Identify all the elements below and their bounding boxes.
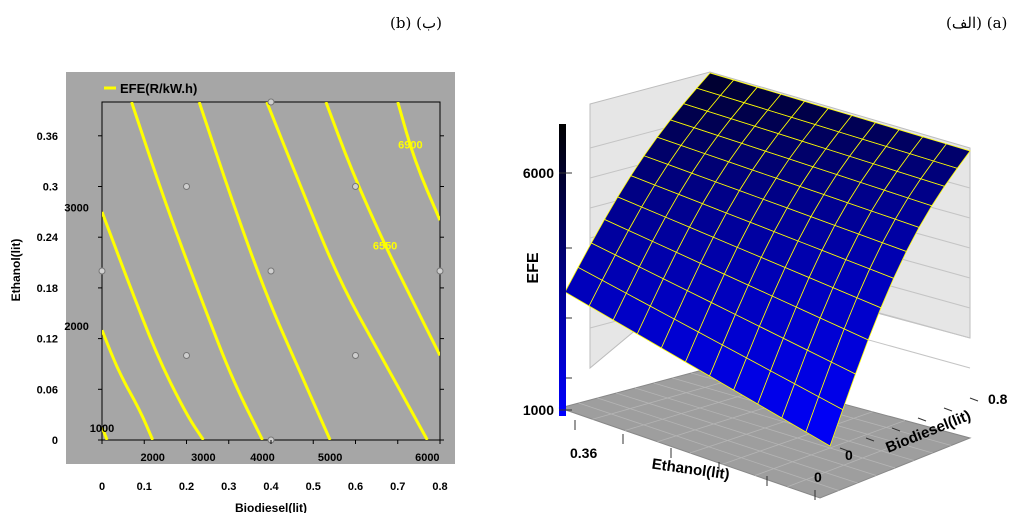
contour-line-1000 bbox=[102, 426, 109, 440]
caption-right: (الف) (a) bbox=[946, 14, 1008, 32]
y-tick-label: 0 bbox=[52, 435, 58, 447]
x-tick-label: 0.2 bbox=[179, 481, 194, 493]
floor-tick bbox=[891, 427, 901, 432]
contour-chart: EFE(R/kW.h) 0 0.1 0.2 0.3 0.4 0.5 0.6 0.7 0.8 0 0… bbox=[9, 72, 455, 513]
x-tick-label: 0.4 bbox=[263, 481, 279, 493]
x-tick-1: 0 bbox=[814, 469, 822, 485]
legend: EFE(R/kW.h) bbox=[104, 81, 197, 96]
design-point bbox=[183, 352, 190, 359]
design-point bbox=[352, 183, 359, 190]
contour-line-5000 bbox=[197, 102, 332, 440]
contour-line-6900 bbox=[396, 102, 440, 221]
design-point bbox=[267, 267, 275, 275]
y-tick-label: 0.18 bbox=[37, 283, 58, 295]
floor-gridline bbox=[754, 420, 906, 476]
x-tick-label: 0.6 bbox=[348, 481, 363, 493]
y-tick-label: 0.36 bbox=[37, 131, 58, 143]
contour-label: 4000 bbox=[250, 452, 274, 464]
z-axis-label: EFE bbox=[525, 252, 542, 283]
contour-line-3000 bbox=[102, 211, 205, 440]
floor-tick bbox=[917, 417, 927, 422]
contour-label: 2000 bbox=[64, 321, 88, 333]
design-point bbox=[352, 352, 359, 359]
y-tick-1: 0.8 bbox=[988, 391, 1008, 407]
x-tick-0: 0.36 bbox=[570, 445, 597, 461]
floor-gridline bbox=[787, 428, 938, 488]
contour-label: 3000 bbox=[64, 203, 88, 215]
plot-panel bbox=[66, 72, 455, 464]
x-tick-label: 0 bbox=[99, 481, 105, 493]
surface-patch bbox=[932, 143, 971, 169]
floor bbox=[558, 367, 972, 499]
x-tick-label: 0.7 bbox=[390, 481, 405, 493]
design-point bbox=[267, 98, 275, 106]
floor-gridline bbox=[722, 411, 873, 465]
design-point bbox=[98, 267, 106, 275]
y-tick-0: 0 bbox=[845, 447, 853, 463]
y-axis-label: Ethanol(lit) bbox=[9, 239, 23, 302]
floor-tick bbox=[839, 447, 849, 452]
floor-tick bbox=[943, 407, 953, 412]
legend-label: EFE(R/kW.h) bbox=[120, 81, 197, 96]
contour-label: 6000 bbox=[415, 452, 439, 464]
x-tick-label: 0.8 bbox=[432, 481, 447, 493]
floor-tick bbox=[969, 397, 979, 402]
contour-line-6000 bbox=[265, 102, 429, 440]
y-tick-label: 0.3 bbox=[43, 182, 58, 194]
x-axis-label: Biodiesel(lit) bbox=[235, 501, 307, 513]
x-tick-label: 0.3 bbox=[221, 481, 236, 493]
design-point bbox=[436, 267, 444, 275]
caption-left: (b) (ب) bbox=[390, 14, 442, 32]
colorbar bbox=[559, 124, 566, 416]
x-tick-label: 0.5 bbox=[306, 481, 321, 493]
design-point bbox=[183, 183, 190, 190]
contour-label: 5000 bbox=[318, 452, 342, 464]
contour-line-6550 bbox=[324, 102, 440, 357]
contour-label: 3000 bbox=[191, 452, 215, 464]
contour-label: 6900 bbox=[398, 139, 422, 151]
floor-gridline bbox=[653, 382, 914, 461]
contour-line-4000 bbox=[130, 102, 264, 440]
x-tick-label: 0.1 bbox=[137, 481, 152, 493]
y-tick-label: 0.24 bbox=[37, 232, 59, 244]
contour-label: 2000 bbox=[140, 452, 164, 464]
contour-line-2000 bbox=[102, 329, 155, 440]
contour-label: 1000 bbox=[90, 423, 114, 435]
y-tick-label: 0.06 bbox=[37, 384, 58, 396]
floor-tick bbox=[865, 437, 875, 442]
z-tick-label: 6000 bbox=[523, 165, 554, 181]
z-tick-label: 1000 bbox=[523, 402, 554, 418]
y-tick-label: 0.12 bbox=[37, 334, 58, 346]
contour-label: 6550 bbox=[373, 241, 397, 253]
